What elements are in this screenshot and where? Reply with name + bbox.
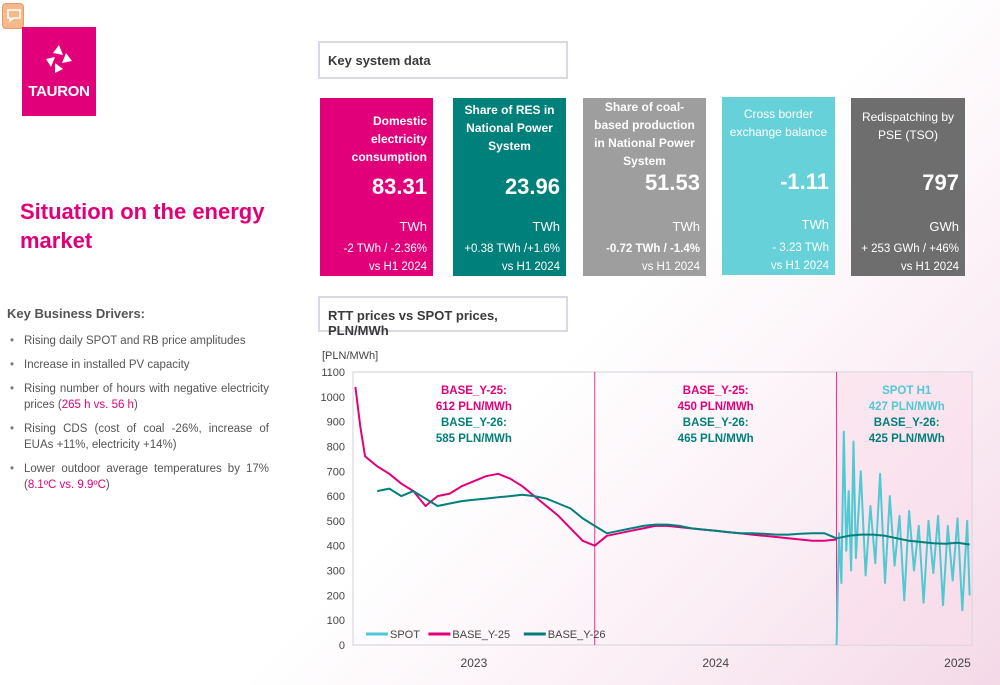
x-tick-label: 2024 xyxy=(702,656,729,670)
legend-label: SPOT xyxy=(390,629,420,641)
driver-item: Rising CDS (cost of coal -26%, increase … xyxy=(7,421,269,453)
driver-item: Lower outdoor average temperatures by 17… xyxy=(7,461,269,493)
x-tick-label: 2025 xyxy=(944,656,971,670)
legend-label: BASE_Y-26 xyxy=(548,629,606,641)
y-tick-label: 500 xyxy=(327,516,345,528)
period-annotation: 427 PLN/MWh xyxy=(869,401,945,413)
period-annotation: BASE_Y-26: xyxy=(683,417,749,429)
rtt-heading: RTT prices vs SPOT prices, PLN/MWh xyxy=(318,296,568,338)
y-tick-label: 0 xyxy=(339,640,345,652)
brand-logo: TAURON xyxy=(22,27,96,116)
period-annotation: 585 PLN/MWh xyxy=(436,433,512,445)
x-tick-label: 2023 xyxy=(461,656,488,670)
period-annotation: 450 PLN/MWh xyxy=(678,401,754,413)
y-tick-label: 400 xyxy=(327,541,345,553)
kpi-card-coal: Share of coal-based production in Nation… xyxy=(583,98,706,276)
y-tick-label: 700 xyxy=(327,466,345,478)
key-system-heading: Key system data xyxy=(318,41,568,79)
period-annotation: BASE_Y-25: xyxy=(683,385,749,397)
period-annotation: 612 PLN/MWh xyxy=(436,401,512,413)
driver-item: Increase in installed PV capacity xyxy=(7,357,269,373)
period-annotation: 425 PLN/MWh xyxy=(869,433,945,445)
kpi-card-redispatching: Redispatching by PSE (TSO) 797 GWh + 253… xyxy=(851,98,965,276)
comment-badge-icon[interactable] xyxy=(2,3,24,29)
page-title: Situation on the energy market xyxy=(20,199,265,253)
period-annotation: BASE_Y-26: xyxy=(874,417,940,429)
kpi-card-cross-border: Cross border exchange balance -1.11 TWh … xyxy=(722,97,835,275)
drivers-list: Rising daily SPOT and RB price amplitude… xyxy=(7,333,269,501)
y-tick-label: 600 xyxy=(327,491,345,503)
y-tick-label: 1100 xyxy=(321,367,345,379)
price-chart: 0 100 200 300 400 500 600 700 800 900 1000 1100 [PLN… xyxy=(310,345,1000,675)
y-tick-label: 300 xyxy=(327,566,345,578)
kpi-card-consumption: Domestic electricity consumption 83.31 T… xyxy=(320,98,433,276)
y-tick-label: 1000 xyxy=(321,392,345,404)
driver-item: Rising daily SPOT and RB price amplitude… xyxy=(7,333,269,349)
period-annotation: 465 PLN/MWh xyxy=(678,433,754,445)
period-annotation: SPOT H1 xyxy=(882,385,932,397)
y-tick-label: 900 xyxy=(327,417,345,429)
series-line-base-y-26 xyxy=(376,487,970,546)
y-tick-label: 200 xyxy=(327,590,345,602)
y-axis-label: [PLN/MWh] xyxy=(322,350,378,362)
brand-name: TAURON xyxy=(28,83,90,100)
period-annotation: BASE_Y-26: xyxy=(441,417,507,429)
legend-label: BASE_Y-25 xyxy=(452,629,510,641)
kpi-card-res: Share of RES in National Power System 23… xyxy=(453,98,566,276)
y-tick-label: 100 xyxy=(327,615,345,627)
price-chart-svg: 0 100 200 300 400 500 600 700 800 900 1000 1100 [PLN… xyxy=(321,350,973,670)
drivers-heading: Key Business Drivers: xyxy=(7,306,146,321)
tauron-mark-icon xyxy=(46,45,72,73)
y-tick-label: 800 xyxy=(327,441,345,453)
driver-item: Rising number of hours with negative ele… xyxy=(7,381,269,413)
series-line-spot xyxy=(835,430,971,646)
series-line-base-y-25 xyxy=(354,386,837,547)
period-annotation: BASE_Y-25: xyxy=(441,385,507,397)
